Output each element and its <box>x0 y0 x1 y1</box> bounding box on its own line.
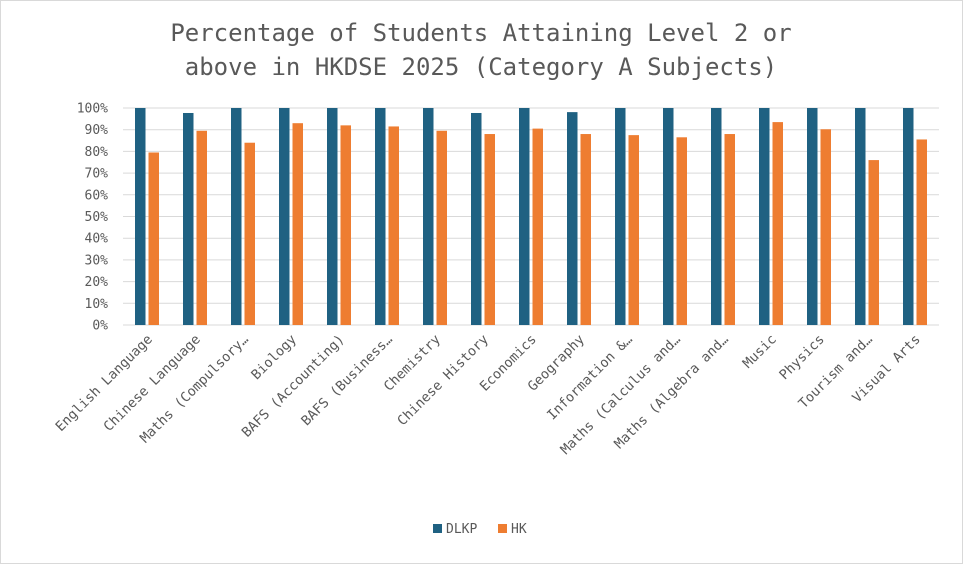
bar-dlkp <box>855 108 866 325</box>
bars <box>135 108 927 325</box>
bar-hk <box>820 129 831 325</box>
bar-dlkp <box>375 108 386 325</box>
bar-hk <box>244 142 255 325</box>
bar-hk <box>676 137 687 325</box>
x-tick-label: BAFS (Business… <box>298 332 396 430</box>
y-tick-label: 90% <box>85 123 109 138</box>
bar-dlkp <box>519 108 530 325</box>
bar-dlkp <box>423 108 434 325</box>
bar-hk <box>340 125 351 325</box>
bar-dlkp <box>615 108 626 325</box>
y-axis-ticks: 0% 10% 20% 30% 40% 50% 60% 70% 80% 90% 100% <box>77 102 108 334</box>
x-tick-label: Music <box>740 332 780 372</box>
bar-dlkp <box>135 108 146 325</box>
legend-swatch-hk <box>498 524 507 533</box>
legend-label-dlkp: DLKP <box>446 522 477 537</box>
bar-hk <box>196 130 207 325</box>
legend-label-hk: HK <box>511 522 527 537</box>
y-tick-label: 10% <box>85 297 109 312</box>
y-tick-label: 60% <box>85 188 109 203</box>
bar-hk <box>436 130 447 325</box>
bar-dlkp <box>711 108 722 325</box>
y-tick-label: 20% <box>85 275 109 290</box>
bar-dlkp <box>567 112 578 325</box>
bar-hk <box>628 135 639 325</box>
legend-swatch-dlkp <box>433 524 442 533</box>
y-tick-label: 100% <box>77 102 108 117</box>
bar-dlkp <box>327 108 338 325</box>
y-tick-label: 30% <box>85 253 109 268</box>
bar-dlkp <box>903 108 914 325</box>
bar-dlkp <box>279 108 290 325</box>
bar-dlkp <box>663 108 674 325</box>
y-tick-label: 80% <box>85 145 109 160</box>
bar-hk <box>916 139 927 325</box>
bar-hk <box>388 126 399 325</box>
y-tick-label: 70% <box>85 167 109 182</box>
bar-dlkp <box>807 108 818 325</box>
x-tick-label: Chinese History <box>394 332 492 430</box>
bar-hk <box>724 134 735 325</box>
bar-dlkp <box>183 112 194 325</box>
y-tick-label: 50% <box>85 210 109 225</box>
y-tick-label: 40% <box>85 232 109 247</box>
gridlines <box>123 107 939 326</box>
y-tick-label: 0% <box>92 319 108 334</box>
bar-dlkp <box>471 112 482 325</box>
bar-hk <box>484 134 495 325</box>
bar-hk <box>868 160 879 325</box>
chart-title-line-2: above in HKDSE 2025 (Category A Subjects… <box>185 53 777 81</box>
bar-hk <box>580 134 591 325</box>
bar-dlkp <box>759 108 770 325</box>
bar-dlkp <box>231 108 242 325</box>
bar-hk <box>772 122 783 325</box>
bar-hk <box>532 128 543 325</box>
legend: DLKP HK <box>433 522 527 537</box>
bar-hk <box>292 123 303 325</box>
bar-hk <box>148 152 159 325</box>
x-tick-label: Information &… <box>544 332 636 424</box>
chart-title-line-1: Percentage of Students Attaining Level 2… <box>170 19 791 47</box>
